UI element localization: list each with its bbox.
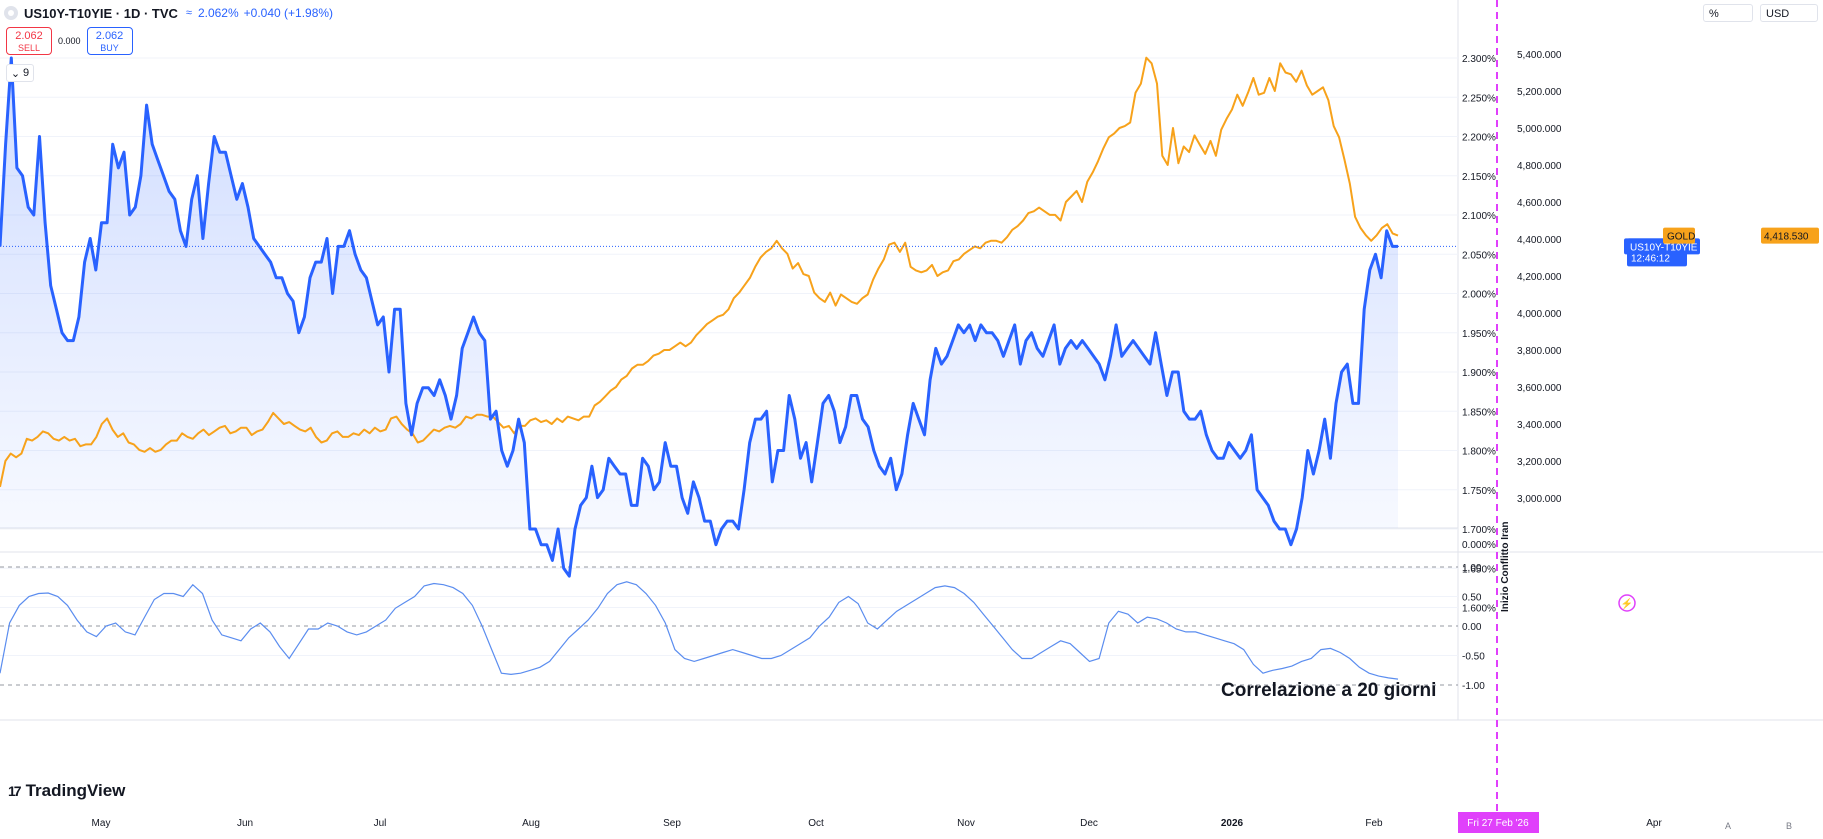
price-change: +0.040 (+1.98%) <box>243 6 334 20</box>
corr-axis-tick: -1.00 <box>1462 681 1485 692</box>
lightning-glyph: ⚡ <box>1621 597 1633 610</box>
time-axis-label: Apr <box>1646 818 1662 829</box>
time-axis-label: Sep <box>663 818 681 829</box>
auto-scale-button[interactable]: A <box>1724 821 1731 831</box>
buy-price: 2.062 <box>95 30 124 42</box>
buy-label: BUY <box>100 43 119 53</box>
left-axis-tick-zero: 0.000% <box>1462 540 1496 551</box>
time-axis-label: Jul <box>374 818 387 829</box>
corr-axis-tick: -0.50 <box>1462 652 1485 663</box>
axes: 2.300% 2.250% 2.200% 2.150% 2.100% 2.050% 2.00… <box>92 50 1663 829</box>
right-axis-tick: 4,000.000 <box>1517 309 1562 320</box>
left-axis-tick: 1.850% <box>1462 407 1496 418</box>
left-axis-tick: 1.650% <box>1462 564 1496 575</box>
left-axis-tick: 1.600% <box>1462 604 1496 615</box>
left-axis-tick: 2.250% <box>1462 93 1496 104</box>
trade-panel: 2.062 SELL 0.000 2.062 BUY <box>6 27 133 55</box>
us10y-area <box>0 58 1398 577</box>
gold-name-tag <box>1663 227 1695 244</box>
right-axis-tick: 4,400.000 <box>1517 235 1562 246</box>
left-axis-tick: 2.100% <box>1462 211 1496 222</box>
currency-selector[interactable]: USD <box>1760 4 1818 22</box>
right-axis-tick: 5,000.000 <box>1517 124 1562 135</box>
cursor-date-badge <box>1458 812 1539 833</box>
us10y-countdown-label: 12:46:12 <box>1631 253 1670 264</box>
time-axis-label: Dec <box>1080 818 1098 829</box>
left-unit-selector[interactable]: % <box>1703 4 1753 22</box>
symbol-title[interactable]: US10Y-T10YIE · 1D · TVC <box>24 5 178 21</box>
wave-icon: ≈ <box>185 7 192 19</box>
tradingview-mark-icon: 17 <box>8 783 22 799</box>
gold-price-label: 4,418.530 <box>1764 232 1809 243</box>
corr-axis-tick: 0.00 <box>1462 622 1482 633</box>
us10y-area-fill <box>0 58 1398 577</box>
symbol-logo-icon <box>4 6 18 20</box>
corr-axis-tick: 0.50 <box>1462 593 1482 604</box>
sell-label: SELL <box>17 43 41 53</box>
indicator-count: 9 <box>23 67 30 79</box>
right-axis-tick: 5,400.000 <box>1517 50 1562 61</box>
correlation-title: Correlazione a 20 giorni <box>1221 680 1436 701</box>
cursor-date-label: Fri 27 Feb '26 <box>1467 818 1529 829</box>
time-axis-label: Nov <box>957 818 975 829</box>
series-lines <box>0 56 1399 680</box>
left-axis-tick: 1.900% <box>1462 368 1496 379</box>
log-scale-button[interactable]: B <box>1785 821 1792 831</box>
time-axis-label: 2026 <box>1221 818 1244 829</box>
correlation-line <box>0 581 1399 680</box>
lightning-icon <box>1618 594 1636 612</box>
sell-price: 2.062 <box>15 30 43 42</box>
us10y-name-label: US10Y-T10YIE <box>1630 242 1698 253</box>
right-axis-tick: 3,400.000 <box>1517 420 1562 431</box>
tradingview-logo[interactable]: 17 TradingView <box>8 781 125 801</box>
time-axis-label: Jun <box>237 818 253 829</box>
sell-button[interactable]: 2.062 SELL <box>6 27 52 55</box>
buy-button[interactable]: 2.062 BUY <box>86 27 133 55</box>
right-axis-tick: 4,800.000 <box>1517 161 1562 172</box>
corr-axis-tick: 1.00 <box>1462 563 1482 574</box>
gold-name-label: GOLD <box>1667 232 1695 243</box>
right-axis-tick: 3,000.000 <box>1517 494 1562 505</box>
last-price: 2.062% <box>197 6 239 20</box>
left-axis-tick: 2.200% <box>1462 133 1496 144</box>
time-axis-label: May <box>92 818 111 829</box>
left-axis-tick: 1.800% <box>1462 447 1496 458</box>
spread-value: 0.000 <box>58 36 81 46</box>
logo-text: TradingView <box>25 781 126 800</box>
right-axis-tick: 3,800.000 <box>1517 346 1562 357</box>
indicators-collapse-button[interactable]: ⌄ 9 <box>6 64 34 82</box>
time-axis-label: Aug <box>522 818 540 829</box>
left-axis-tick: 2.300% <box>1462 54 1496 65</box>
left-axis-tick: 2.050% <box>1462 250 1496 261</box>
chevron-down-icon: ⌄ <box>10 67 21 80</box>
symbol-header: US10Y-T10YIE · 1D · TVC ≈ 2.062% +0.040 … <box>4 4 338 22</box>
right-axis-tick: 3,600.000 <box>1517 383 1562 394</box>
left-axis-tick: 2.150% <box>1462 172 1496 183</box>
right-axis-tick: 4,600.000 <box>1517 198 1562 209</box>
left-axis-tick: 2.000% <box>1462 290 1496 301</box>
left-axis-tick: 1.950% <box>1462 329 1496 340</box>
event-annotation: Inizio Conflitto Iran <box>1500 521 1511 612</box>
gold-price-tag <box>1761 227 1819 244</box>
right-axis-tick: 4,200.000 <box>1517 272 1562 283</box>
gold-line <box>0 56 1399 488</box>
us10y-line <box>0 56 1398 578</box>
right-axis-tick: 5,200.000 <box>1517 87 1562 98</box>
left-axis-tick: 1.700% <box>1462 525 1496 536</box>
time-axis-label: Oct <box>808 818 824 829</box>
right-axis-tick: 3,200.000 <box>1517 457 1562 468</box>
left-axis-tick: 1.750% <box>1462 486 1496 497</box>
time-axis-label: Feb <box>1365 818 1383 829</box>
